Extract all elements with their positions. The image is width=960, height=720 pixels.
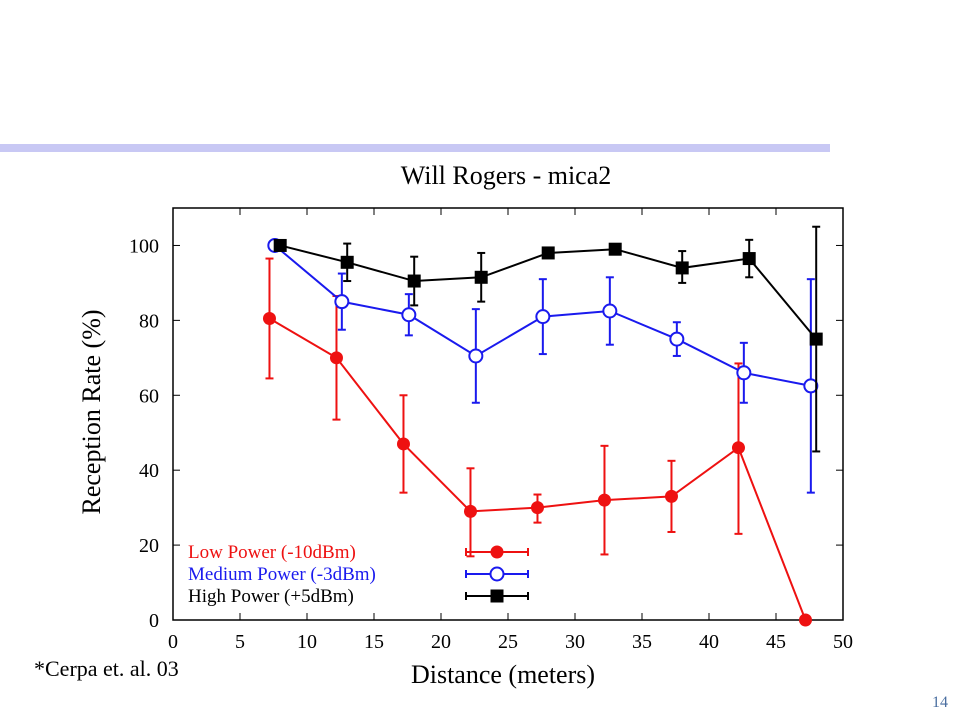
x-tick-label: 35 [632, 631, 652, 653]
y-tick-label: 40 [139, 460, 159, 482]
data-point-1 [669, 331, 685, 347]
legend-marker-1 [489, 566, 505, 582]
data-point-1 [468, 348, 484, 364]
data-point-0 [731, 441, 745, 455]
legend-label-2: High Power (+5dBm) [188, 586, 354, 607]
x-tick-label: 5 [235, 631, 245, 653]
data-point-0 [798, 613, 812, 627]
page-number: 14 [932, 694, 948, 711]
legend-label-0: Low Power (-10dBm) [188, 542, 356, 563]
x-tick-label: 30 [565, 631, 585, 653]
data-point-0 [597, 493, 611, 507]
data-point-0 [530, 501, 544, 515]
data-point-1 [334, 294, 350, 310]
data-point-2 [541, 246, 555, 260]
x-tick-label: 25 [498, 631, 518, 653]
data-point-2 [742, 252, 756, 266]
x-tick-label: 50 [833, 631, 853, 653]
citation-text: *Cerpa et. al. 03 [34, 656, 179, 681]
x-axis-label: Distance (meters) [411, 660, 595, 689]
x-tick-label: 45 [766, 631, 786, 653]
data-point-0 [329, 351, 343, 365]
data-point-1 [535, 309, 551, 325]
y-tick-label: 100 [129, 235, 159, 257]
y-axis-label: Reception Rate (%) [77, 309, 106, 514]
x-tick-label: 0 [168, 631, 178, 653]
data-point-0 [463, 504, 477, 518]
data-point-1 [803, 378, 819, 394]
data-point-1 [736, 365, 752, 381]
chart-title: Will Rogers - mica2 [401, 161, 612, 190]
data-point-2 [273, 238, 287, 252]
y-tick-label: 0 [149, 610, 159, 632]
data-point-2 [474, 270, 488, 284]
x-tick-label: 40 [699, 631, 719, 653]
data-point-2 [340, 255, 354, 269]
y-tick-label: 20 [139, 535, 159, 557]
title-accent-bar [0, 144, 830, 152]
data-point-2 [809, 332, 823, 346]
data-point-0 [262, 311, 276, 325]
data-point-0 [664, 489, 678, 503]
legend-marker-0 [490, 545, 504, 559]
data-point-2 [675, 261, 689, 275]
data-point-1 [602, 303, 618, 319]
legend-label-1: Medium Power (-3dBm) [188, 564, 376, 585]
legend-marker-2 [490, 589, 504, 603]
data-point-2 [608, 242, 622, 256]
x-tick-label: 10 [297, 631, 317, 653]
x-tick-label: 20 [431, 631, 451, 653]
series-line-2 [279, 244, 817, 340]
data-point-2 [407, 274, 421, 288]
y-tick-label: 60 [139, 385, 159, 407]
x-tick-label: 15 [364, 631, 384, 653]
data-point-0 [396, 437, 410, 451]
y-tick-label: 80 [139, 310, 159, 332]
data-point-1 [401, 307, 417, 323]
